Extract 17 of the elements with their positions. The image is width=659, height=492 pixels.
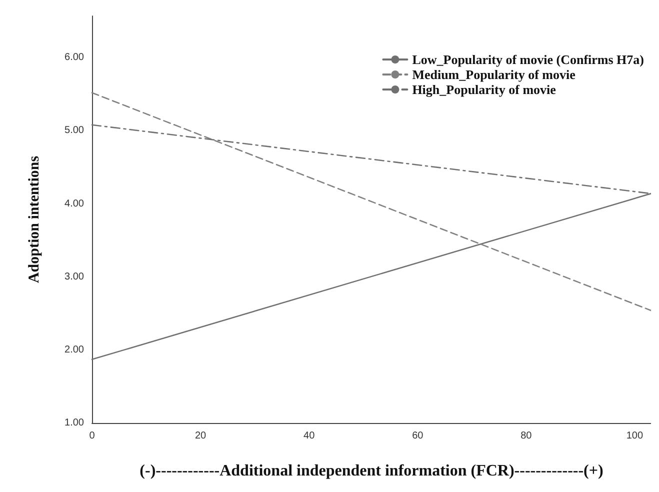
legend-label: High_Popularity of movie (412, 82, 556, 97)
x-tick-label: 40 (304, 430, 316, 442)
x-tick-label: 60 (412, 430, 424, 442)
x-tick-label: 100 (626, 430, 644, 442)
y-tick-label: 3.00 (64, 271, 84, 282)
legend-label: Medium_Popularity of movie (412, 67, 576, 82)
y-tick-label: 4.00 (64, 198, 84, 210)
y-tick-label: 2.00 (64, 344, 84, 356)
y-tick-label: 5.00 (64, 125, 84, 136)
x-tick-label: 80 (520, 430, 532, 442)
y-tick-label: 6.00 (64, 52, 84, 64)
x-tick-label: 20 (194, 430, 207, 442)
y-axis-title: Adoption intentions (26, 156, 42, 284)
x-axis-title: (-)------------Additional independent information (FCR)-------------(+) (140, 462, 604, 480)
y-tick-label: 1.00 (64, 418, 84, 428)
legend-label: Low_Popularity of movie (Confirms H7a) (412, 52, 644, 67)
x-tick-label: 0 (89, 430, 96, 442)
